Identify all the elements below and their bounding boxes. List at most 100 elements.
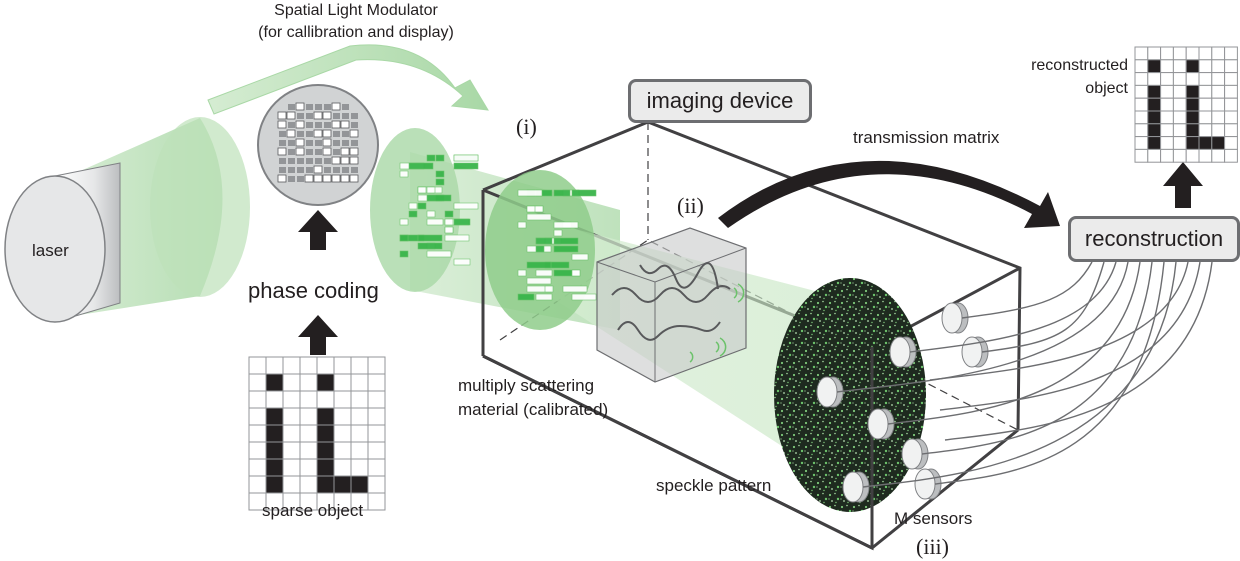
grid-cell-filled [1185,97,1200,112]
grid-cell-filled [1147,136,1162,150]
slm-pixel [313,129,323,138]
grid-cell [350,373,369,392]
sensor-cable [939,261,1201,411]
grid-cell-filled [265,475,284,494]
slm-pixel-shadow [279,140,286,146]
slm-pixel-shadow [288,149,295,155]
grid-cell [1224,136,1238,150]
grid-cell [316,356,335,375]
sensor-cable [862,261,1177,488]
phase-bar [453,162,479,170]
grid-cell [1160,110,1174,125]
grid-cell [1211,97,1226,112]
slm-pixel-shadow [297,113,304,119]
phase-bar [399,170,409,178]
phase-bar [453,154,479,162]
grid-cell [367,458,386,477]
slm-pixel [295,102,305,111]
slm-pixel [331,102,341,111]
phase-bar [426,186,436,194]
phase-bar [444,234,470,242]
speckle-disk [774,278,926,512]
grid-cell [367,441,386,460]
phase-bar [571,269,581,277]
up-arrow-to-reconstructed [1163,162,1203,208]
grid-cell [333,407,352,426]
scattering-material-label: multiply scattering material (calibrated… [458,374,608,422]
slm-pixel-shadow [288,104,295,110]
grid-cell [299,458,318,477]
phase-bar [444,218,454,226]
grid-cell [248,458,267,477]
grid-cell-filled [1198,136,1213,150]
slm-pixel-shadow [324,122,331,128]
sensor-face [961,336,983,368]
grid-cell [1198,110,1213,125]
grid-cell [1198,123,1213,138]
grid-cell [316,390,335,409]
slm-pixel-shadow [351,113,358,119]
slm-pixel-shadow [342,140,349,146]
grid-cell [1198,97,1213,112]
reconstructed-line2: object [1085,80,1128,97]
grid-cell [1147,46,1162,61]
slm-pixel-shadow [306,113,313,119]
grid-cell [1172,59,1187,74]
phase-bar [535,293,553,301]
slm-pixel [277,111,287,120]
slm-pixel-shadow [324,158,331,164]
reconstructed-object-grid [1134,46,1238,163]
sensor-face [901,438,923,470]
grid-cell [1211,46,1226,61]
slm-pixel-shadow [315,158,322,164]
phase-bar [517,189,543,197]
sensor-cable [836,261,1129,393]
grid-cell [282,424,301,443]
phase-bar [435,178,445,186]
grid-cell [1134,110,1149,125]
slm-pixel-shadow [315,140,322,146]
slm-pixel-shadow [333,113,340,119]
slm-pixel [322,174,332,183]
phase-bar [435,154,445,162]
phase-bar [426,194,452,202]
phase-bar [526,213,552,221]
grid-cell [1198,84,1213,99]
slm-pixel [349,129,359,138]
phase-bar [535,269,553,277]
phase-bar [517,293,535,301]
beam-end-face-2 [370,128,460,292]
slm-pixel-shadow [288,158,295,164]
grid-cell [1224,110,1238,125]
phase-bar [435,170,445,178]
phase-bar [453,218,471,226]
slm-pixel [313,111,323,120]
grid-cell [1172,72,1187,86]
grid-cell-filled [316,441,335,460]
imaging-device-box: imaging device [628,79,812,123]
slm-pixel [295,147,305,156]
sensor-cable [929,261,1189,381]
scattering-line1: multiply scattering [458,376,595,395]
slm-pixel-shadow [297,131,304,137]
grid-cell-filled [333,475,352,494]
slm-pixel [286,111,296,120]
grid-cell [1224,72,1238,86]
slm-pixel-shadow [306,158,313,164]
slm-pixel [331,174,341,183]
phase-bar [444,226,454,234]
slm-pixel [349,156,359,165]
beam-end-face-1 [150,117,250,297]
grid-cell-filled [1147,123,1162,138]
slm-pixel-shadow [288,122,295,128]
slm-pixel [349,147,359,156]
slm-pixel [313,174,323,183]
grid-cell [1134,148,1149,163]
slm-pixel [322,147,332,156]
grid-cell [367,492,386,511]
grid-cell [1224,46,1238,61]
grid-cell [1211,123,1226,138]
grid-cell [1224,97,1238,112]
grid-cell [1134,97,1149,112]
